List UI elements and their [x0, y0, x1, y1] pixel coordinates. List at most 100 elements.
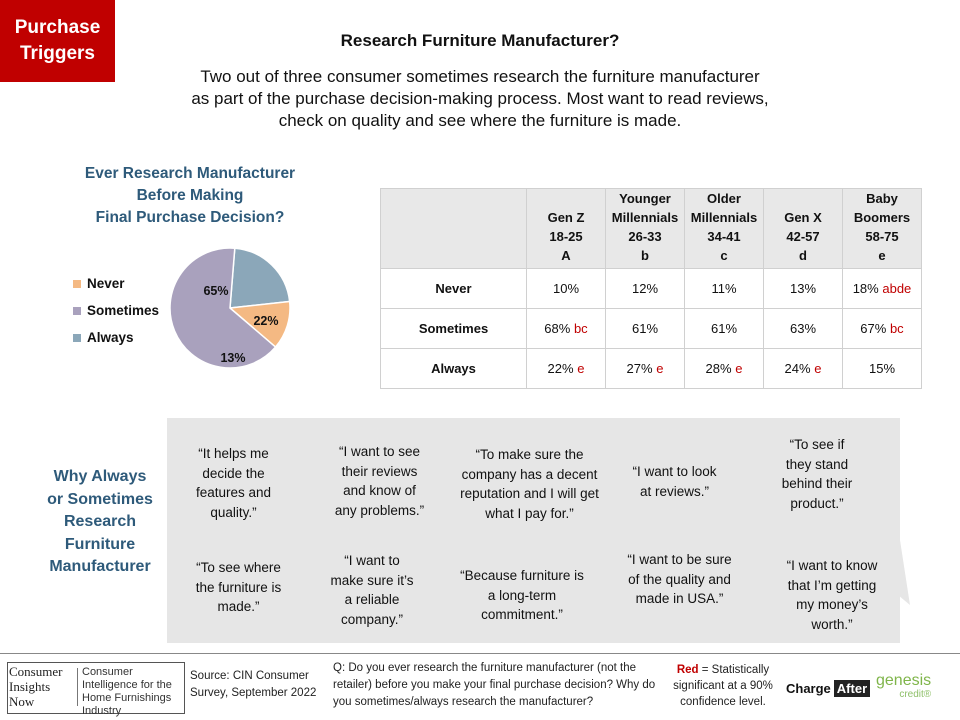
- source-note: Source: CIN Consumer Survey, September 2…: [190, 670, 317, 699]
- column-header-line: Younger: [619, 191, 671, 206]
- table-row: Sometimes 68% bc 61% 61% 63% 67% bc: [380, 308, 922, 349]
- cell-value: 28%: [705, 361, 732, 376]
- table-cell: 18% abde: [842, 268, 922, 309]
- genesis-logo: genesis credit®: [876, 672, 932, 702]
- column-header-line: 34-41: [707, 229, 741, 244]
- quote-line: “To see if: [789, 437, 845, 452]
- column-header-gen-z: Gen Z 18-25 A: [526, 188, 606, 269]
- pie-label-always: 22%: [253, 314, 278, 328]
- column-header-line: A: [561, 248, 571, 263]
- column-header-line: Millennials: [611, 210, 679, 225]
- legend-swatch-always: [73, 333, 81, 342]
- quote-line: they stand: [785, 456, 849, 472]
- quote-5: “To see if they stand behind their produ…: [752, 435, 882, 513]
- quote-line: my money’s: [796, 597, 868, 612]
- genesis-sub: credit®: [899, 689, 932, 700]
- quote-line: “I want to look: [632, 464, 717, 479]
- table-cell: 15%: [842, 348, 922, 389]
- quote-10: “I want to know that I’m getting my mone…: [762, 556, 902, 634]
- table-cell: 63%: [763, 308, 843, 349]
- table-cell: 27% e: [605, 348, 685, 389]
- column-header-line: Gen Z: [547, 210, 585, 225]
- column-header-line: 42-57: [786, 229, 820, 244]
- legend-swatch-never: [73, 279, 81, 288]
- column-header-line: 26-33: [628, 229, 662, 244]
- row-label-always: Always: [380, 348, 527, 389]
- footer-divider: [0, 653, 960, 654]
- cell-significance: abde: [882, 281, 912, 296]
- legend-label-always: Always: [87, 330, 134, 345]
- quote-line: worth.”: [811, 616, 853, 632]
- quote-line: product.”: [790, 495, 844, 511]
- legend-swatch-sometimes: [73, 306, 81, 315]
- quote-line: a long-term: [487, 587, 557, 603]
- column-header-gen-x: Gen X 42-57 d: [763, 188, 843, 269]
- quote-line: a reliable: [344, 592, 400, 607]
- column-header-baby-boomers: Baby Boomers 58-75 e: [842, 188, 922, 269]
- table-cell: 13%: [763, 268, 843, 309]
- survey-question: Q: Do you ever research the furniture ma…: [333, 662, 656, 708]
- quote-8: “Because furniture is a long-term commit…: [442, 566, 602, 625]
- cell-value: 63%: [789, 321, 817, 336]
- table-cell: 10%: [526, 268, 606, 309]
- quote-line: decide the: [202, 465, 265, 481]
- cell-value: 18%: [852, 281, 879, 296]
- cell-value: 27%: [626, 361, 653, 376]
- significance-text: = Statistically significant at a 90% con…: [673, 664, 773, 708]
- column-header-line: Older: [707, 191, 741, 206]
- column-header-line: 58-75: [865, 229, 899, 244]
- cell-value: 12%: [631, 281, 659, 296]
- intro-text: Two out of three consumer sometimes rese…: [191, 67, 769, 130]
- column-header-younger-millennials: Younger Millennials 26-33 b: [605, 188, 685, 269]
- table-cell: 61%: [684, 308, 764, 349]
- quote-line: company has a decent: [461, 466, 598, 482]
- cell-significance: e: [735, 361, 743, 376]
- pie-slice-sometimes: [169, 247, 277, 369]
- quote-2: “I want to see their reviews and know of…: [312, 442, 447, 520]
- quote-4: “I want to look at reviews.”: [612, 462, 737, 501]
- quote-line: make sure it’s: [330, 572, 414, 588]
- significance-red-word: Red: [676, 664, 699, 676]
- quote-line: “It helps me: [198, 446, 269, 461]
- column-header-line: d: [799, 248, 807, 263]
- pie-chart: 65% 22% 13%: [169, 247, 291, 369]
- pie-title-line-3: Final Purchase Decision?: [95, 209, 285, 226]
- quote-line: their reviews: [341, 463, 418, 479]
- column-header-line: Millennials: [690, 210, 758, 225]
- significance-note: Red = Statistically significant at a 90%…: [668, 662, 778, 710]
- section-tag: Purchase Triggers: [0, 0, 115, 82]
- cell-value: 68%: [544, 321, 571, 336]
- cell-significance: bc: [889, 321, 904, 336]
- column-header-line: c: [720, 248, 728, 263]
- table-cell: 22% e: [526, 348, 606, 389]
- legend-item-always: Always: [73, 330, 134, 345]
- table-cell: 67% bc: [842, 308, 922, 349]
- quote-line: of the quality and: [628, 571, 731, 587]
- cell-value: 61%: [631, 321, 659, 336]
- cell-significance: e: [656, 361, 664, 376]
- quote-line: the furniture is: [195, 579, 282, 595]
- table-cell: 24% e: [763, 348, 843, 389]
- section-tag-line-2: Triggers: [20, 43, 95, 64]
- quote-7: “I want to make sure it’s a reliable com…: [312, 551, 432, 629]
- legend-label-never: Never: [87, 276, 125, 291]
- quote-line: at reviews.”: [639, 483, 710, 499]
- generation-table: Gen Z 18-25 A Younger Millennials 26-33 …: [380, 188, 922, 389]
- chargeafter-logo: Charge After: [786, 680, 871, 697]
- quote-line: features and: [195, 485, 272, 500]
- cell-significance: e: [814, 361, 822, 376]
- table-corner-cell: [380, 188, 527, 269]
- column-header-line: b: [641, 248, 649, 263]
- table-cell: 12%: [605, 268, 685, 309]
- pie-chart-title: Ever Research Manufacturer Before Making…: [60, 163, 320, 229]
- row-label-never: Never: [380, 268, 527, 309]
- why-heading-line: Manufacturer: [49, 558, 151, 575]
- quote-line: “To make sure the: [475, 447, 584, 462]
- genesis-word: genesis: [876, 672, 932, 689]
- quote-line: “I want to be sure: [627, 552, 732, 567]
- quote-6: “To see where the furniture is made.”: [167, 558, 310, 617]
- logo-line: Now: [9, 694, 35, 709]
- chargeafter-word-2: After: [833, 680, 871, 697]
- quote-line: what I pay for.”: [485, 505, 574, 521]
- row-label-sometimes: Sometimes: [380, 308, 527, 349]
